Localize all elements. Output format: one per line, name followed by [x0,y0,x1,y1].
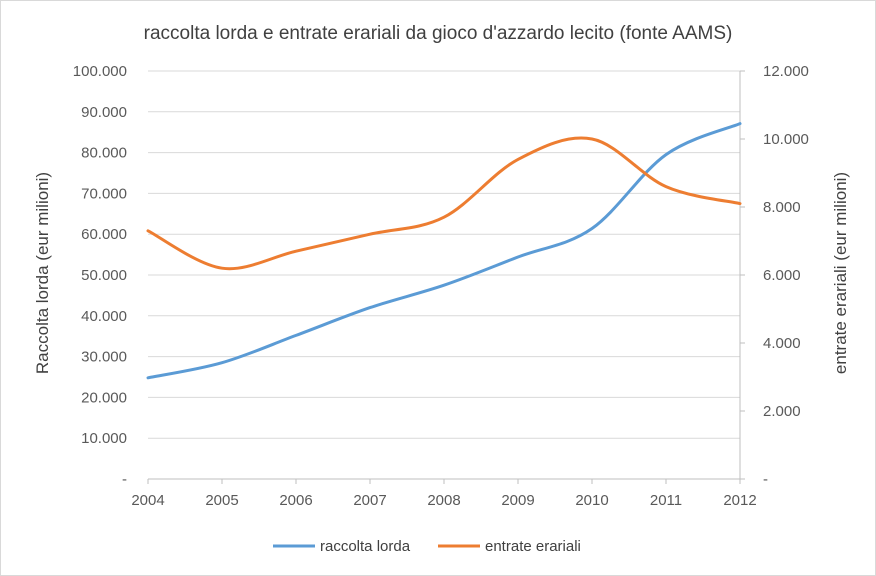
series-line-raccolta-lorda [146,122,742,380]
x-tick-label: 2005 [205,492,238,509]
y-tick-label: 10.000 [81,430,127,447]
y2-tick-label: 4.000 [763,335,801,352]
x-tick-label: 2006 [279,492,312,509]
legend: raccolta lorda entrate erariali [273,538,581,555]
y2-tick-label: 6.000 [763,267,801,284]
x-tick-label: 2010 [575,492,608,509]
y-axis-ticks: - 10.000 20.000 30.000 40.000 50.000 60.000 70.… [73,63,127,488]
y-tick-label: 100.000 [73,63,127,80]
y-tick-label: 20.000 [81,389,127,406]
y2-tick-label: 12.000 [763,63,809,80]
series-line-entrate-erariali [146,136,742,271]
x-tick-label: 2004 [131,492,164,509]
series-lines [146,122,742,380]
chart-title: raccolta lorda e entrate erariali da gio… [144,23,733,44]
y-tick-label: 40.000 [81,308,127,325]
legend-label-entrate-erariali: entrate erariali [485,538,581,555]
x-tick-label: 2012 [723,492,756,509]
x-axis-ticks: 2004 2005 2006 2007 2008 2009 2010 2011 2012 [131,492,756,509]
x-tick-label: 2011 [650,492,682,509]
x-tick-label: 2007 [353,492,386,509]
y2-tick-label: 10.000 [763,131,809,148]
y-tick-label: 80.000 [81,145,127,162]
y-axis-title: Raccolta lorda (eur milioni) [33,172,52,374]
axes [147,70,745,484]
y-tick-label: - [122,471,127,488]
y2-tick-label: 2.000 [763,403,801,420]
y-tick-label: 70.000 [81,185,127,202]
y-tick-label: 30.000 [81,349,127,366]
y-tick-label: 50.000 [81,267,127,284]
y2-tick-label: - [763,471,768,488]
x-tick-label: 2008 [427,492,460,509]
gridlines [148,70,740,439]
y-tick-label: 60.000 [81,226,127,243]
y2-tick-label: 8.000 [763,199,801,216]
legend-label-raccolta-lorda: raccolta lorda [320,538,411,555]
y2-axis-title: entrate erariali (eur milioni) [831,172,850,374]
x-tick-label: 2009 [501,492,534,509]
y-tick-label: 90.000 [81,104,127,121]
y2-axis-ticks: - 2.000 4.000 6.000 8.000 10.000 12.000 [763,63,809,488]
